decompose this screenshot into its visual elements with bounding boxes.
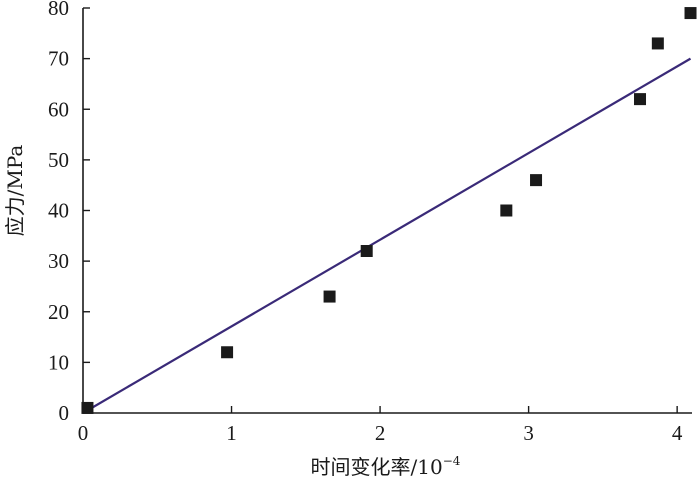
data-point bbox=[530, 174, 543, 187]
y-tick-label: 20 bbox=[48, 300, 69, 324]
trend-line bbox=[82, 57, 692, 414]
x-tick-label: 0 bbox=[78, 421, 89, 445]
data-point bbox=[81, 401, 94, 414]
data-point bbox=[360, 245, 373, 257]
data-point bbox=[323, 290, 336, 303]
x-tick-label: 4 bbox=[672, 421, 683, 445]
x-tick-label: 2 bbox=[375, 421, 386, 445]
y-axis-label: 应力/MPa bbox=[3, 145, 27, 237]
y-tick-label: 50 bbox=[48, 148, 69, 172]
data-point bbox=[500, 204, 513, 217]
y-tick-label: 30 bbox=[48, 249, 69, 273]
y-tick-label: 80 bbox=[48, 0, 69, 20]
y-tick-label: 70 bbox=[48, 47, 69, 71]
x-axis-label: 时间变化率/10−4 bbox=[311, 454, 461, 479]
y-tick-label: 0 bbox=[59, 401, 70, 425]
y-tick-label: 40 bbox=[48, 199, 69, 223]
x-tick-label: 1 bbox=[226, 421, 237, 445]
data-points bbox=[81, 7, 697, 414]
x-axis-label-exponent: −4 bbox=[443, 454, 461, 468]
x-tick-label: 3 bbox=[523, 421, 534, 445]
y-tick-label: 10 bbox=[48, 350, 69, 374]
y-tick-label: 60 bbox=[48, 97, 69, 121]
data-point bbox=[634, 93, 647, 106]
data-point bbox=[651, 37, 664, 50]
data-point bbox=[221, 346, 234, 359]
data-point bbox=[684, 7, 697, 20]
trend-line-group bbox=[82, 57, 692, 414]
x-axis-label-text: 时间变化率/10 bbox=[311, 455, 443, 479]
axes bbox=[82, 7, 692, 414]
